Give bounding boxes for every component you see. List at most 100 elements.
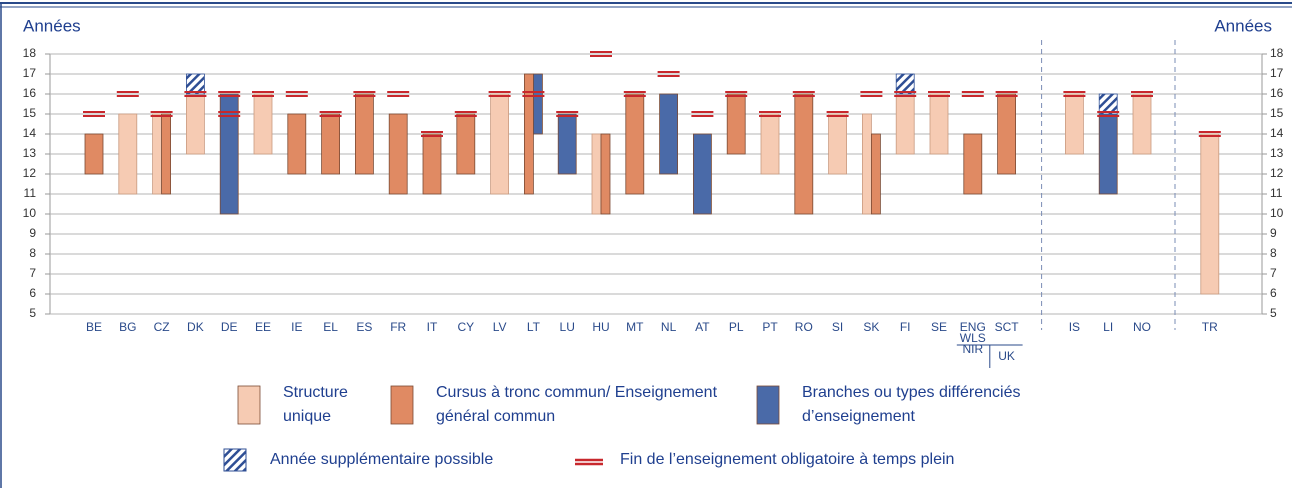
end-marker xyxy=(387,91,410,97)
bar xyxy=(1132,93,1152,155)
x-tick-label: SI xyxy=(831,320,844,334)
end-marker xyxy=(623,91,646,97)
extra-year xyxy=(1098,93,1118,115)
y2-tick-label: 6 xyxy=(1270,286,1277,300)
bar xyxy=(354,93,374,175)
end-marker xyxy=(1063,91,1086,97)
bar xyxy=(794,93,814,215)
y-tick-label: 10 xyxy=(23,206,37,220)
extra-year xyxy=(185,73,205,95)
bar xyxy=(862,113,872,215)
y2-tick-label: 12 xyxy=(1270,166,1284,180)
x-tick-label: FR xyxy=(390,320,407,334)
bar xyxy=(84,133,104,175)
x-tick-label: RO xyxy=(794,320,813,334)
bar xyxy=(388,113,408,195)
bar xyxy=(963,133,983,195)
legend-label: Cursus à tronc commun/ Enseignement géné… xyxy=(436,384,718,425)
x-tick-label: ENG WLS NIR xyxy=(959,320,986,356)
y-tick-label: 12 xyxy=(23,166,37,180)
x-tick-label: SE xyxy=(930,320,947,334)
end-marker xyxy=(421,131,443,137)
bar xyxy=(219,93,239,215)
legend-swatch xyxy=(756,385,780,425)
end-marker xyxy=(826,111,849,117)
end-marker xyxy=(759,111,781,117)
bar xyxy=(997,93,1016,175)
end-marker xyxy=(961,91,984,97)
legend-swatch xyxy=(390,385,414,425)
legend-swatch xyxy=(223,448,247,472)
x-tick-label: LT xyxy=(526,320,540,334)
end-marker xyxy=(116,91,139,97)
bar xyxy=(871,133,881,215)
bar xyxy=(726,93,746,155)
x-tick-label: IE xyxy=(291,320,303,334)
bar xyxy=(760,113,780,175)
end-marker xyxy=(1131,91,1153,97)
end-marker xyxy=(150,111,173,117)
legend-label: Année supplémentaire possible xyxy=(270,451,494,468)
bar xyxy=(1200,133,1220,295)
x-tick-label: HU xyxy=(592,320,610,334)
bar xyxy=(161,113,172,195)
x-tick-label: DK xyxy=(187,320,204,334)
end-marker xyxy=(792,91,815,97)
x-tick-label: EE xyxy=(254,320,271,334)
end-marker xyxy=(1198,131,1221,137)
legend-label: Branches ou types différenciés d’enseign… xyxy=(802,384,1021,425)
bar xyxy=(828,113,847,175)
legend-label: Structure unique xyxy=(283,384,348,425)
bar xyxy=(321,113,341,175)
end-marker xyxy=(995,91,1018,97)
bar xyxy=(287,113,307,175)
end-marker xyxy=(184,91,207,97)
bar xyxy=(118,113,138,195)
x-tick-label: PT xyxy=(762,320,778,334)
bar xyxy=(1065,93,1084,155)
bar xyxy=(600,133,611,215)
y2-tick-label: 14 xyxy=(1270,126,1284,140)
y2-tick-label: 18 xyxy=(1270,46,1284,60)
bar xyxy=(929,93,949,155)
y-tick-label: 8 xyxy=(29,246,36,260)
end-marker xyxy=(218,111,241,117)
bar xyxy=(693,133,712,215)
y2-tick-label: 16 xyxy=(1270,86,1284,100)
y-tick-label: 6 xyxy=(29,286,36,300)
x-tick-label: PL xyxy=(728,320,744,334)
y2-tick-label: 9 xyxy=(1270,226,1277,240)
end-marker xyxy=(894,91,917,97)
x-tick-label: LU xyxy=(559,320,575,334)
y-tick-label: 7 xyxy=(29,266,36,280)
y2-axis-label: Années xyxy=(1214,16,1272,35)
y-tick-label: 13 xyxy=(23,146,37,160)
x-tick-label: BG xyxy=(119,320,137,334)
bar xyxy=(533,73,543,135)
y-tick-label: 17 xyxy=(23,66,37,80)
y-tick-label: 14 xyxy=(23,126,37,140)
y2-tick-label: 13 xyxy=(1270,146,1284,160)
bar xyxy=(185,93,205,155)
x-tick-label: CZ xyxy=(153,320,170,334)
x-tick-label: TR xyxy=(1201,320,1218,334)
annotation: UK xyxy=(998,349,1015,363)
end-marker xyxy=(319,111,342,117)
end-marker xyxy=(454,111,477,117)
end-marker xyxy=(691,111,714,117)
y2-tick-label: 10 xyxy=(1270,206,1284,220)
extra-year xyxy=(895,73,915,95)
y-tick-label: 18 xyxy=(23,46,37,60)
bar xyxy=(659,93,678,175)
bar xyxy=(490,93,510,195)
bar xyxy=(152,113,163,195)
end-marker xyxy=(218,91,241,97)
x-tick-label: IS xyxy=(1068,320,1081,334)
y-tick-label: 9 xyxy=(29,226,36,240)
x-tick-label: IT xyxy=(426,320,438,334)
y2-tick-label: 8 xyxy=(1270,246,1277,260)
x-tick-label: EL xyxy=(323,320,338,334)
y-axis-label: Années xyxy=(23,16,81,35)
